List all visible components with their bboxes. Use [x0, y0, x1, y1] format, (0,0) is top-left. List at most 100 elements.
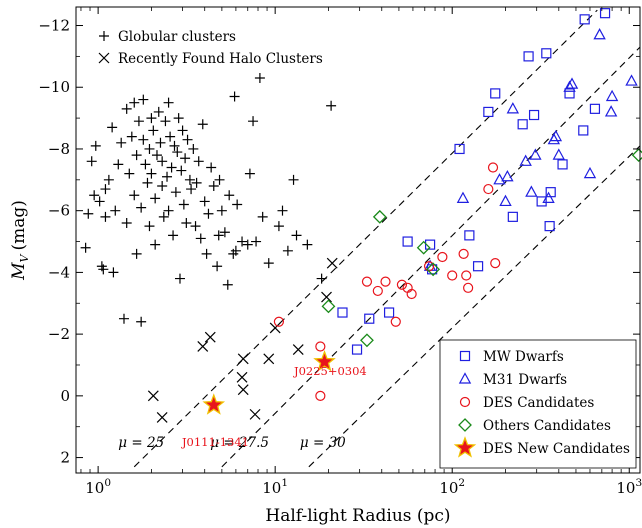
- data-point: [103, 174, 114, 185]
- data-point: [563, 80, 576, 92]
- data-point: [589, 103, 601, 114]
- data-point: [219, 227, 230, 238]
- data-point: [273, 221, 284, 232]
- data-point: [236, 371, 248, 383]
- data-point: [191, 177, 202, 188]
- legend-halo-icon: [98, 52, 110, 64]
- data-point: [126, 131, 137, 142]
- series-plus: [80, 72, 337, 327]
- data-point: [138, 94, 149, 105]
- data-point: [316, 273, 327, 284]
- data-point: [273, 316, 285, 327]
- data-point: [326, 257, 338, 269]
- x-tick-label: 102: [439, 477, 465, 497]
- data-point: [321, 291, 332, 303]
- data-point: [364, 313, 375, 324]
- data-point: [160, 116, 171, 127]
- data-point: [501, 169, 514, 182]
- y-axis-title-sub: V: [18, 253, 31, 262]
- data-point: [396, 279, 408, 290]
- data-point: [282, 245, 293, 256]
- data-point: [203, 208, 214, 219]
- data-point: [129, 97, 140, 108]
- svg-text:MV(mag): MV (mag): [9, 200, 31, 281]
- data-point: [237, 353, 249, 365]
- data-point: [321, 299, 336, 314]
- data-point: [131, 248, 142, 259]
- data-point: [113, 159, 124, 170]
- data-point: [232, 199, 243, 210]
- data-point: [168, 230, 179, 241]
- data-point: [360, 333, 374, 348]
- chart-marks: μ = 25 μ = 27.5 μ = 30 J0225+0304 J0111-1341: [80, 8, 642, 468]
- data-point: [133, 116, 144, 127]
- data-point: [424, 239, 436, 250]
- data-point: [83, 208, 94, 219]
- data-point: [390, 316, 401, 327]
- y-tick-label: −12: [38, 17, 70, 35]
- data-point: [552, 148, 566, 160]
- isophote-label: μ = 25: [118, 435, 164, 451]
- data-point: [292, 344, 304, 355]
- data-point: [147, 390, 159, 402]
- series-star: [202, 350, 336, 415]
- data-point: [337, 307, 348, 318]
- data-point: [173, 113, 184, 124]
- data-point: [461, 270, 472, 281]
- data-point: [237, 236, 248, 247]
- data-point: [604, 105, 618, 117]
- data-point: [244, 168, 255, 179]
- data-point: [107, 122, 118, 133]
- x-tick-label: 100: [85, 477, 111, 497]
- data-point: [242, 239, 253, 250]
- data-point: [212, 261, 223, 272]
- data-point: [463, 282, 474, 293]
- data-point: [199, 196, 210, 207]
- data-point: [230, 245, 241, 256]
- data-point: [142, 177, 153, 188]
- data-point: [150, 239, 161, 250]
- data-point: [493, 173, 506, 185]
- data-point: [214, 174, 225, 185]
- legend-desnew-icon: [453, 436, 477, 458]
- data-point: [124, 168, 135, 179]
- data-point: [136, 316, 147, 327]
- data-point: [165, 131, 176, 142]
- data-point: [190, 221, 201, 232]
- data-point: [536, 196, 547, 207]
- data-point: [483, 106, 494, 118]
- data-point: [583, 166, 597, 179]
- data-point: [208, 180, 219, 191]
- legend-icons: [98, 31, 477, 458]
- data-point: [213, 230, 224, 241]
- data-point: [195, 233, 206, 244]
- data-point: [254, 72, 265, 83]
- legend-top-left: Globular clusters Recently Found Halo Cl…: [118, 29, 323, 67]
- y-tick-label: −6: [48, 202, 70, 220]
- legend-globular-icon: [99, 31, 109, 41]
- data-point: [86, 156, 97, 167]
- data-point: [313, 350, 336, 372]
- data-point: [157, 156, 168, 167]
- data-point: [599, 8, 611, 19]
- data-point: [156, 412, 168, 423]
- data-point: [129, 190, 140, 201]
- data-point: [565, 77, 579, 89]
- data-point: [118, 313, 129, 324]
- data-point: [155, 137, 166, 148]
- data-point: [447, 270, 458, 281]
- data-point: [529, 148, 542, 160]
- data-point: [94, 196, 105, 207]
- data-point: [148, 125, 159, 136]
- data-point: [506, 102, 520, 114]
- data-point: [542, 191, 555, 203]
- data-point: [437, 251, 448, 263]
- data-point: [593, 28, 606, 40]
- data-point: [315, 341, 326, 352]
- data-point: [121, 103, 132, 114]
- legend-des-icon: [459, 396, 471, 408]
- data-point: [216, 205, 227, 216]
- data-point: [100, 211, 111, 222]
- isophote-line: [133, 9, 598, 468]
